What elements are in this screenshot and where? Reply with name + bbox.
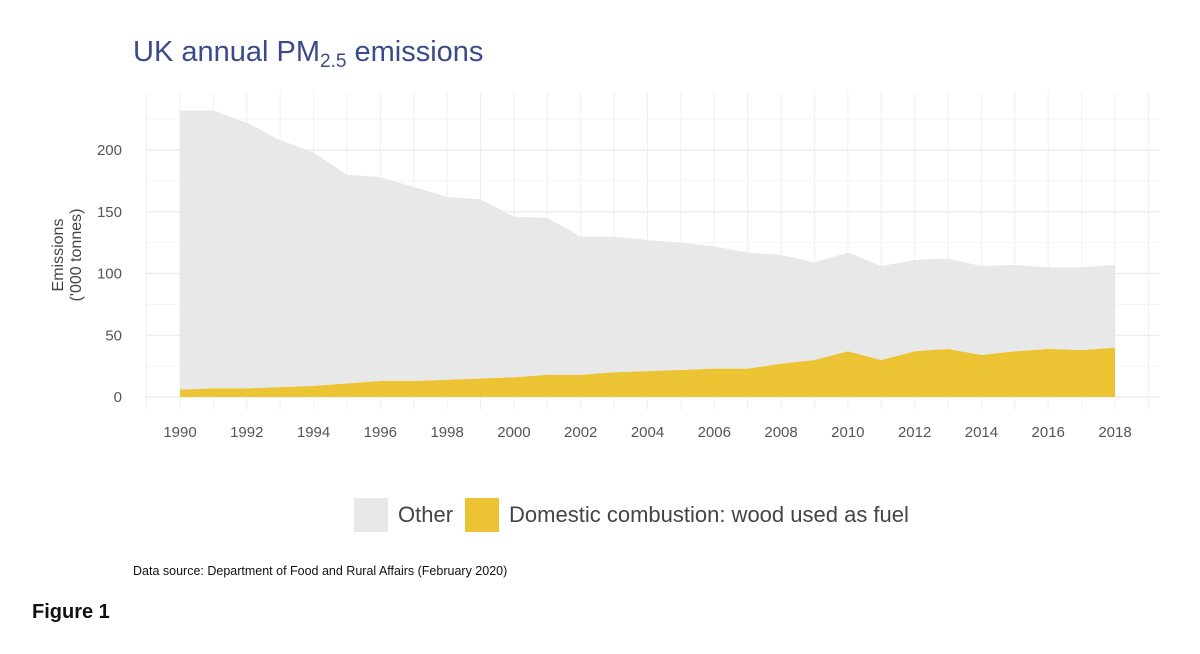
tick-labels: 0 50 100 150 200 1990 1992 1994 1996 1998 2000 2002… — [97, 142, 1132, 441]
y-tick-label: 200 — [97, 142, 122, 159]
x-tick-label: 1996 — [364, 424, 397, 441]
title-subscript: 2.5 — [320, 51, 347, 72]
data-source-note: Data source: Department of Food and Rura… — [133, 564, 508, 578]
y-axis-label-line1: Emissions — [50, 219, 67, 292]
legend-label-wood: Domestic combustion: wood used as fuel — [509, 502, 909, 527]
figure-label: Figure 1 — [32, 601, 110, 623]
y-axis-label-line2: ('000 tonnes) — [68, 209, 85, 302]
x-tick-label: 2012 — [898, 424, 931, 441]
x-tick-label: 2000 — [497, 424, 530, 441]
x-tick-label: 2006 — [698, 424, 731, 441]
y-tick-label: 0 — [114, 389, 122, 406]
x-tick-label: 2014 — [965, 424, 998, 441]
x-tick-label: 1992 — [230, 424, 263, 441]
areas — [180, 110, 1115, 397]
legend-swatch-wood — [465, 498, 500, 532]
x-tick-label: 2018 — [1098, 424, 1131, 441]
legend-label-other: Other — [398, 502, 454, 527]
y-tick-label: 150 — [97, 204, 122, 221]
area-other — [180, 110, 1115, 390]
legend: Other Domestic combustion: wood used as … — [354, 498, 921, 532]
title-main: UK annual PM — [133, 36, 320, 68]
x-tick-label: 1994 — [297, 424, 330, 441]
legend-swatch-other — [354, 498, 388, 532]
x-tick-label: 2008 — [764, 424, 797, 441]
title-rest: emissions — [346, 36, 484, 68]
chart-title: UK annual PM2.5 emissions — [133, 36, 483, 73]
x-tick-label: 2010 — [831, 424, 864, 441]
y-tick-label: 50 — [105, 327, 122, 344]
area-chart: 0 50 100 150 200 1990 1992 1994 1996 1998 2000 2002… — [50, 92, 1160, 441]
x-tick-label: 1990 — [163, 424, 196, 441]
x-tick-label: 2004 — [631, 424, 664, 441]
x-tick-label: 2002 — [564, 424, 597, 441]
x-tick-label: 1998 — [430, 424, 463, 441]
x-tick-label: 2016 — [1032, 424, 1065, 441]
y-tick-label: 100 — [97, 266, 122, 283]
